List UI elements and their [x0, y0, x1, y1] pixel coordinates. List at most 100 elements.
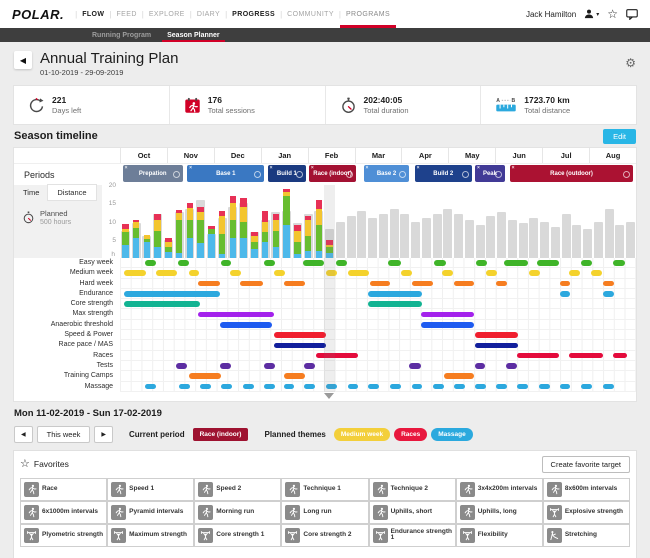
close-icon[interactable]: × — [310, 165, 314, 171]
gantt-bar[interactable] — [263, 363, 275, 369]
week-bar[interactable] — [303, 185, 314, 258]
favorite-tile-uphills-short[interactable]: Uphills, short — [369, 501, 455, 523]
week-bar[interactable] — [152, 185, 163, 258]
gantt-bar[interactable] — [155, 270, 178, 277]
favorite-tile-race[interactable]: Race — [21, 478, 107, 500]
gantt-bar[interactable] — [325, 270, 337, 277]
theme-badge-massage[interactable]: Massage — [431, 427, 473, 441]
week-bar[interactable] — [518, 185, 529, 258]
user-menu[interactable]: ▾ — [584, 9, 599, 19]
gantt-bar[interactable] — [221, 383, 232, 390]
theme-badge-medium-week[interactable]: Medium week — [333, 427, 391, 441]
gantt-bar[interactable] — [496, 280, 507, 287]
favorite-tile-endurance-strength-1[interactable]: Endurance strength 1 — [369, 524, 455, 546]
nav-item-explore[interactable]: EXPLORE — [148, 10, 185, 18]
week-bar[interactable] — [367, 185, 378, 258]
gantt-bar[interactable] — [444, 373, 474, 380]
gantt-bar[interactable] — [198, 311, 275, 318]
gantt-bar[interactable] — [198, 280, 221, 287]
gantt-bar[interactable] — [475, 363, 486, 369]
gantt-bar[interactable] — [188, 373, 221, 380]
week-bar[interactable] — [120, 185, 131, 258]
gantt-bar[interactable] — [581, 383, 593, 390]
current-period-badge[interactable]: Race (indoor) — [192, 427, 249, 441]
gantt-bar[interactable] — [188, 270, 200, 277]
week-bar[interactable] — [324, 185, 335, 258]
gantt-bar[interactable] — [453, 383, 465, 390]
week-bar[interactable] — [572, 185, 583, 258]
week-bar[interactable] — [443, 185, 454, 258]
nav-item-progress[interactable]: PROGRESS — [232, 10, 276, 18]
favorite-tile-pyramid-intervals[interactable]: Pyramid intervals — [108, 501, 194, 523]
gantt-bar[interactable] — [325, 383, 337, 390]
gantt-bar[interactable] — [421, 311, 474, 318]
gantt-bar[interactable] — [559, 291, 571, 297]
period-bar-base-2[interactable]: × Base 2 — [363, 165, 410, 182]
favorite-tile-3x4x200m-intervals[interactable]: 3x4x200m intervals — [456, 478, 542, 500]
gantt-bar[interactable] — [485, 270, 497, 277]
favorites-star-icon[interactable]: ☆ — [607, 7, 618, 21]
period-bar-race-indoor-[interactable]: × Race (indoor) — [308, 165, 357, 182]
period-bar-race-outdoor-[interactable]: × Race (outdoor) — [509, 165, 634, 182]
week-bar[interactable] — [529, 185, 540, 258]
close-icon[interactable]: × — [477, 165, 480, 171]
gantt-bar[interactable] — [220, 260, 232, 266]
gantt-bar[interactable] — [517, 383, 529, 390]
gantt-bar[interactable] — [591, 270, 602, 277]
gantt-bar[interactable] — [347, 383, 359, 390]
gantt-bar[interactable] — [176, 363, 188, 369]
current-week-arrow-icon[interactable] — [324, 392, 335, 399]
close-icon[interactable]: × — [189, 165, 192, 171]
gantt-bar[interactable] — [506, 363, 518, 369]
favorite-tile-plyometric-strength[interactable]: Plyometric strength — [21, 524, 107, 546]
favorite-tile-8x600m-intervals[interactable]: 8x600m intervals — [543, 478, 629, 500]
edit-button[interactable]: Edit — [603, 128, 636, 144]
nav-item-programs[interactable]: PROGRAMS — [339, 0, 397, 28]
favorite-tile-technique-2[interactable]: Technique 2 — [369, 478, 455, 500]
week-bar[interactable] — [625, 185, 636, 258]
gantt-bar[interactable] — [145, 383, 157, 390]
week-bar[interactable] — [335, 185, 346, 258]
favorite-tile-maximum-strength[interactable]: Maximum strength — [108, 524, 194, 546]
week-bar[interactable] — [550, 185, 561, 258]
week-bar[interactable] — [582, 185, 593, 258]
close-icon[interactable]: × — [416, 165, 420, 171]
gantt-bar[interactable] — [178, 383, 190, 390]
favorite-tile-morning-run[interactable]: Morning run — [195, 501, 281, 523]
gantt-bar[interactable] — [263, 260, 275, 266]
gantt-bar[interactable] — [177, 260, 189, 266]
gantt-bar[interactable] — [421, 321, 474, 328]
this-week-button[interactable]: This week — [36, 425, 91, 443]
gantt-bar[interactable] — [409, 363, 422, 369]
week-bar[interactable] — [206, 185, 217, 258]
gantt-bar[interactable] — [389, 383, 401, 390]
week-bar[interactable] — [174, 185, 185, 258]
gantt-bar[interactable] — [273, 342, 327, 349]
gantt-bar[interactable] — [242, 383, 254, 390]
gantt-bar[interactable] — [504, 260, 528, 266]
period-bar-build-1[interactable]: × Build 1 — [267, 165, 307, 182]
week-bar[interactable] — [453, 185, 464, 258]
favorite-tile-stretching[interactable]: Stretching — [543, 524, 629, 546]
user-name[interactable]: Jack Hamilton — [525, 9, 577, 19]
week-bar[interactable] — [410, 185, 421, 258]
period-bar-peak[interactable]: × Peak — [475, 165, 505, 182]
gantt-bar[interactable] — [537, 260, 560, 266]
week-bar[interactable] — [432, 185, 443, 258]
gantt-bar[interactable] — [569, 270, 581, 277]
nav-item-community[interactable]: COMMUNITY — [287, 10, 334, 18]
theme-badge-races[interactable]: Races — [394, 427, 428, 441]
gantt-bar[interactable] — [559, 280, 571, 287]
week-bar[interactable] — [593, 185, 604, 258]
gantt-bar[interactable] — [581, 260, 593, 266]
nav-item-feed[interactable]: FEED — [116, 10, 137, 18]
gantt-bar[interactable] — [602, 291, 614, 297]
gantt-bar[interactable] — [433, 260, 447, 266]
create-favorite-target-button[interactable]: Create favorite target — [541, 455, 630, 473]
period-handle-icon[interactable] — [623, 171, 631, 178]
gantt-bar[interactable] — [602, 280, 614, 287]
nav-item-flow[interactable]: FLOW — [82, 10, 105, 18]
week-bar[interactable] — [314, 185, 325, 258]
gantt-bar[interactable] — [368, 383, 380, 390]
gantt-bar[interactable] — [230, 270, 242, 277]
